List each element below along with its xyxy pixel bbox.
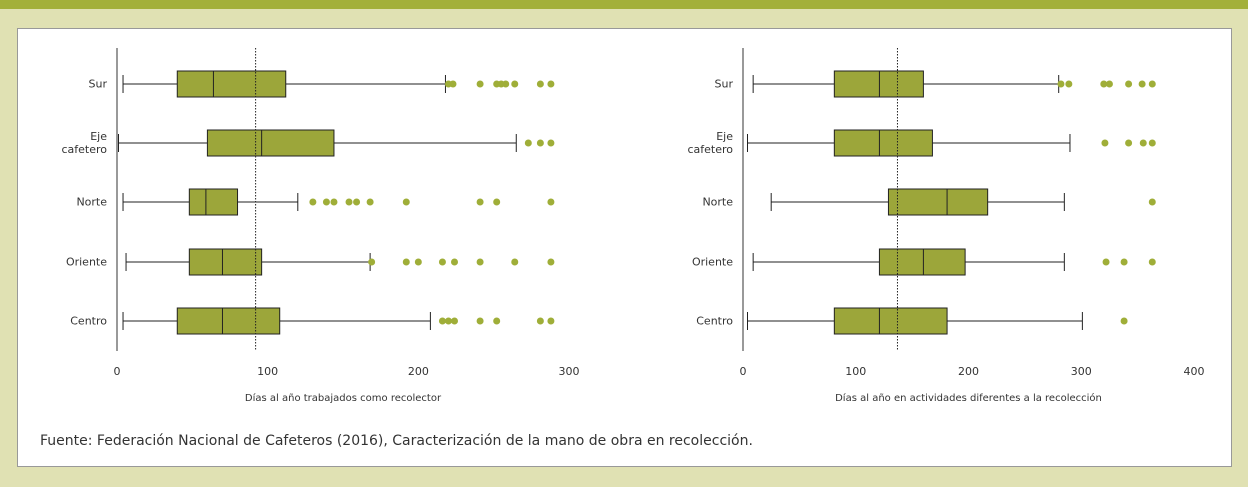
outlier: [493, 317, 501, 325]
outlier: [368, 258, 376, 266]
outlier: [511, 258, 519, 266]
y-tick-label: Centro: [696, 314, 733, 328]
x-tick-label: 100: [845, 365, 866, 378]
outlier: [536, 139, 544, 147]
outlier: [438, 258, 446, 266]
box: [887, 188, 989, 216]
y-tick-label: Sur: [88, 77, 107, 91]
outlier: [414, 258, 422, 266]
y-tick-label: Sur: [714, 77, 733, 91]
top-bar: [0, 0, 1248, 9]
outlier: [547, 198, 555, 206]
outlier: [1057, 80, 1065, 88]
outlier: [524, 139, 532, 147]
x-tick-label: 200: [958, 365, 979, 378]
outlier: [547, 317, 555, 325]
box: [206, 129, 335, 157]
panel: [17, 28, 1232, 467]
outlier: [1138, 80, 1146, 88]
y-tick-label: Eje cafetero: [687, 130, 733, 156]
box: [188, 188, 239, 216]
y-tick-label: Norte: [702, 195, 733, 209]
outlier: [402, 198, 410, 206]
outlier: [450, 258, 458, 266]
box: [833, 307, 948, 335]
outlier: [309, 198, 317, 206]
outlier: [547, 258, 555, 266]
box: [176, 307, 281, 335]
outlier: [366, 198, 374, 206]
outlier: [1120, 258, 1128, 266]
y-tick-label: Norte: [76, 195, 107, 209]
x-tick-label: 400: [1184, 365, 1205, 378]
y-tick-label: Oriente: [65, 255, 107, 269]
outlier: [502, 80, 510, 88]
box: [878, 248, 966, 276]
x-tick-label: 100: [257, 365, 278, 378]
x-tick-label: 300: [1071, 365, 1092, 378]
y-tick-label: Eje cafetero: [61, 130, 107, 156]
x-axis-label: Días al año trabajados como recolector: [245, 392, 442, 404]
outlier: [1125, 139, 1133, 147]
outlier: [547, 80, 555, 88]
outlier: [536, 317, 544, 325]
outlier: [444, 317, 452, 325]
outlier: [1148, 198, 1156, 206]
outlier: [493, 198, 501, 206]
source: Fuente: Federación Nacional de Cafeteros…: [40, 433, 753, 449]
outlier: [476, 258, 484, 266]
x-tick-label: 0: [740, 365, 747, 378]
outlier: [345, 198, 353, 206]
outlier: [476, 198, 484, 206]
outlier: [547, 139, 555, 147]
box: [188, 248, 263, 276]
outlier: [476, 317, 484, 325]
x-axis-label: Días al año en actividades diferentes a …: [835, 392, 1102, 404]
outlier: [1125, 80, 1133, 88]
outlier: [1101, 139, 1109, 147]
box: [833, 129, 933, 157]
y-tick-label: Oriente: [691, 255, 733, 269]
outlier: [1065, 80, 1073, 88]
x-tick-label: 200: [408, 365, 429, 378]
box: [176, 70, 287, 98]
outlier: [1139, 139, 1147, 147]
outlier: [322, 198, 330, 206]
outlier: [438, 317, 446, 325]
outlier: [402, 258, 410, 266]
outlier: [1148, 80, 1156, 88]
y-tick-label: Centro: [70, 314, 107, 328]
outlier: [449, 80, 457, 88]
x-tick-label: 0: [114, 365, 121, 378]
outlier: [1100, 80, 1108, 88]
outlier: [353, 198, 361, 206]
outlier: [511, 80, 519, 88]
outlier: [450, 317, 458, 325]
outlier: [1120, 317, 1128, 325]
outlier: [1148, 139, 1156, 147]
x-tick-label: 300: [559, 365, 580, 378]
outlier: [330, 198, 338, 206]
outlier: [476, 80, 484, 88]
outlier: [1102, 258, 1110, 266]
outlier: [1148, 258, 1156, 266]
box: [833, 70, 924, 98]
outlier: [536, 80, 544, 88]
outlier: [1105, 80, 1113, 88]
